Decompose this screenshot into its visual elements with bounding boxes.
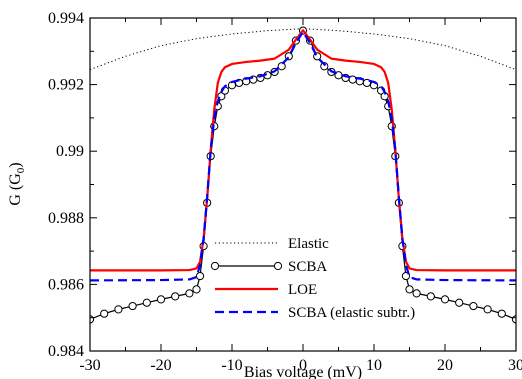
x-tick-label: 10	[366, 357, 382, 374]
series-line-elastic	[90, 28, 516, 71]
scba-data-point	[412, 289, 421, 298]
scba-data-point	[114, 305, 123, 314]
series-layer	[90, 26, 516, 324]
x-tick-label: -30	[79, 357, 100, 374]
series-line-scba-elastic-subtr	[90, 30, 516, 282]
scba-data-point	[128, 301, 137, 311]
scba-data-point	[156, 295, 166, 304]
scba-data-point	[426, 292, 435, 301]
legend-label-scba-elastic-subtr: SCBA (elastic subtr.)	[288, 305, 415, 321]
y-axis-label-tail: )	[7, 162, 24, 167]
legend-label-scba: SCBA	[288, 259, 327, 275]
scba-data-point	[440, 295, 450, 304]
x-tick-label: 30	[508, 357, 522, 374]
series-line-loe	[90, 29, 516, 272]
series-line-scba	[90, 30, 516, 320]
scba-data-point	[185, 289, 194, 298]
legend-label-elastic: Elastic	[288, 236, 329, 252]
y-tick-label: 0.988	[48, 210, 84, 227]
scba-data-point	[277, 62, 286, 71]
scba-data-point	[192, 285, 201, 294]
scba-data-point	[455, 298, 464, 307]
x-tick-label: 20	[437, 357, 453, 374]
y-tick-label: 0.992	[48, 77, 84, 94]
x-axis-label: Bias voltage (mV)	[244, 364, 362, 379]
scba-data-point	[362, 78, 371, 88]
y-axis-label: G (G0)	[7, 162, 27, 205]
legend-label-loe: LOE	[288, 282, 317, 298]
x-tick-label: -10	[221, 357, 242, 374]
y-tick-label: 0.99	[56, 143, 84, 160]
legend-marker	[273, 261, 283, 271]
y-tick-label: 0.994	[48, 10, 84, 27]
y-tick-label: 0.986	[48, 276, 84, 293]
x-tick-label: 0	[299, 357, 307, 374]
legend-marker	[210, 261, 220, 271]
scba-data-point	[497, 309, 506, 318]
x-tick-label: -20	[150, 357, 171, 374]
scba-data-point	[171, 292, 180, 301]
scba-data-point	[195, 271, 205, 281]
y-tick-label: 0.984	[48, 343, 84, 360]
ticks-layer: -30 -20 -10 0 10 20 30 0.984 0.986 0.988 0.99 0.992…	[48, 10, 522, 374]
scba-data-point	[320, 62, 329, 71]
scba-data-point	[405, 285, 414, 294]
scba-data-point	[483, 305, 492, 314]
y-axis-label-subscript: 0	[15, 167, 27, 173]
scba-data-point	[100, 309, 109, 318]
scba-data-point	[142, 298, 151, 307]
y-axis-label-main: G (G	[7, 173, 24, 206]
scba-data-point	[469, 301, 478, 311]
legend: Elastic SCBA LOE SCBA (elastic subtr.)	[210, 236, 415, 321]
